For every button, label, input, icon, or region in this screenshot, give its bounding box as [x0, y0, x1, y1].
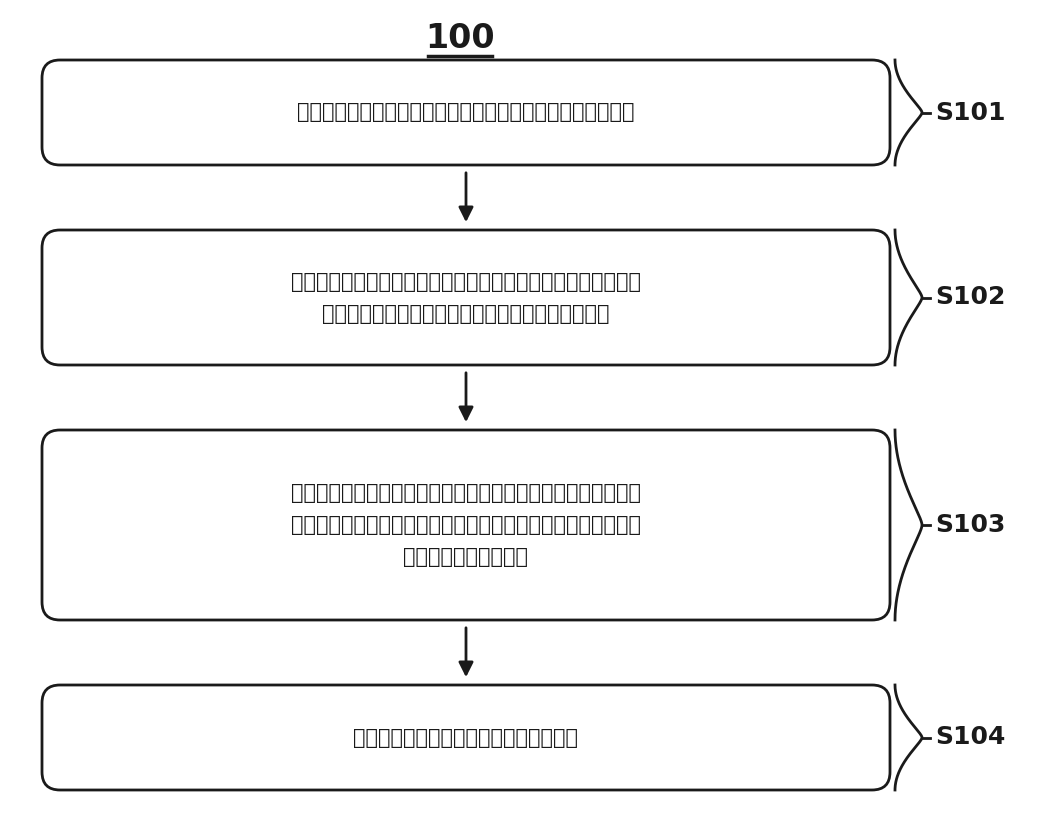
- FancyBboxPatch shape: [42, 230, 890, 365]
- Text: S102: S102: [935, 286, 1006, 309]
- Text: 若所述预测値满足预设条件，则将该检测对象的心尖四腔心二尖: 若所述预测値满足预设条件，则将该检测对象的心尖四腔心二尖: [291, 483, 641, 503]
- FancyBboxPatch shape: [42, 430, 890, 620]
- FancyBboxPatch shape: [42, 60, 890, 165]
- Text: 所述二维切面视频含有二尖瓣狭窄图像特征的预测値: 所述二维切面视频含有二尖瓣狭窄图像特征的预测値: [323, 303, 610, 323]
- Text: 获取检测对象的超声心动图中反映二尖瓣结构的二维切面视频: 获取检测对象的超声心动图中反映二尖瓣结构的二维切面视频: [297, 102, 635, 122]
- Text: S104: S104: [935, 725, 1006, 750]
- Text: 将所述二维切面视频输入至训练好的深度学习分类模型中，获取: 将所述二维切面视频输入至训练好的深度学习分类模型中，获取: [291, 272, 641, 292]
- Text: 根据所述频谱波形图预测二尖瓣瓣口面积: 根据所述频谱波形图预测二尖瓣瓣口面积: [353, 727, 579, 748]
- Text: 瓣连续多普勒频谱切面图像输入图像分割网络模型，获取该切面: 瓣连续多普勒频谱切面图像输入图像分割网络模型，获取该切面: [291, 515, 641, 535]
- Text: S101: S101: [935, 101, 1006, 125]
- Text: S103: S103: [935, 513, 1006, 537]
- FancyBboxPatch shape: [42, 685, 890, 790]
- Text: 100: 100: [425, 22, 494, 55]
- Text: 图像对应的频谱波形图: 图像对应的频谱波形图: [404, 547, 528, 567]
